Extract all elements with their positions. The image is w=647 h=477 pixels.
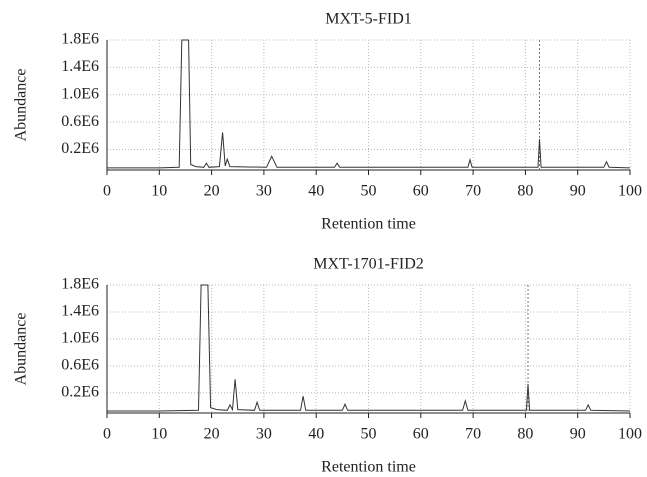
y-tick-label: 0.6E6 — [61, 357, 99, 374]
x-tick-label: 20 — [204, 183, 220, 200]
chart-title: MXT-1701-FID2 — [313, 256, 424, 273]
x-tick-label: 50 — [361, 426, 377, 443]
x-tick-label: 90 — [570, 183, 586, 200]
x-tick-label: 70 — [465, 426, 481, 443]
x-tick-label: 60 — [413, 183, 429, 200]
x-tick-label: 20 — [204, 426, 220, 443]
x-tick-label: 30 — [256, 426, 272, 443]
x-tick-label: 70 — [465, 183, 481, 200]
y-tick-label: 1.4E6 — [61, 58, 99, 75]
y-tick-label: 1.0E6 — [61, 330, 99, 347]
x-tick-label: 100 — [618, 426, 642, 443]
x-axis-label: Retention time — [321, 216, 416, 233]
y-tick-label: 0.6E6 — [61, 113, 99, 130]
y-tick-label: 1.0E6 — [61, 85, 99, 102]
y-tick-label: 0.2E6 — [61, 140, 99, 157]
x-tick-label: 60 — [413, 426, 429, 443]
chromatogram-line — [107, 39, 631, 169]
x-tick-label: 80 — [517, 183, 533, 200]
y-tick-label: 0.2E6 — [61, 383, 99, 400]
x-tick-label: 40 — [308, 183, 324, 200]
x-tick-label: 0 — [103, 426, 111, 443]
x-axis-label: Retention time — [321, 459, 416, 476]
y-tick-label: 1.4E6 — [61, 303, 99, 320]
x-tick-label: 80 — [517, 426, 533, 443]
x-tick-label: 30 — [256, 183, 272, 200]
x-tick-label: 50 — [361, 183, 377, 200]
x-tick-label: 40 — [308, 426, 324, 443]
y-axis-label: Abundance — [13, 313, 30, 386]
x-tick-label: 10 — [151, 426, 167, 443]
x-tick-label: 100 — [618, 183, 642, 200]
y-tick-label: 1.8E6 — [61, 31, 99, 48]
x-tick-label: 90 — [570, 426, 586, 443]
x-tick-label: 0 — [103, 183, 111, 200]
y-axis-label: Abundance — [13, 69, 30, 142]
x-tick-label: 10 — [151, 183, 167, 200]
chromatogram-line — [107, 284, 631, 412]
y-tick-label: 1.8E6 — [61, 276, 99, 293]
chart-title: MXT-5-FID1 — [325, 11, 412, 28]
